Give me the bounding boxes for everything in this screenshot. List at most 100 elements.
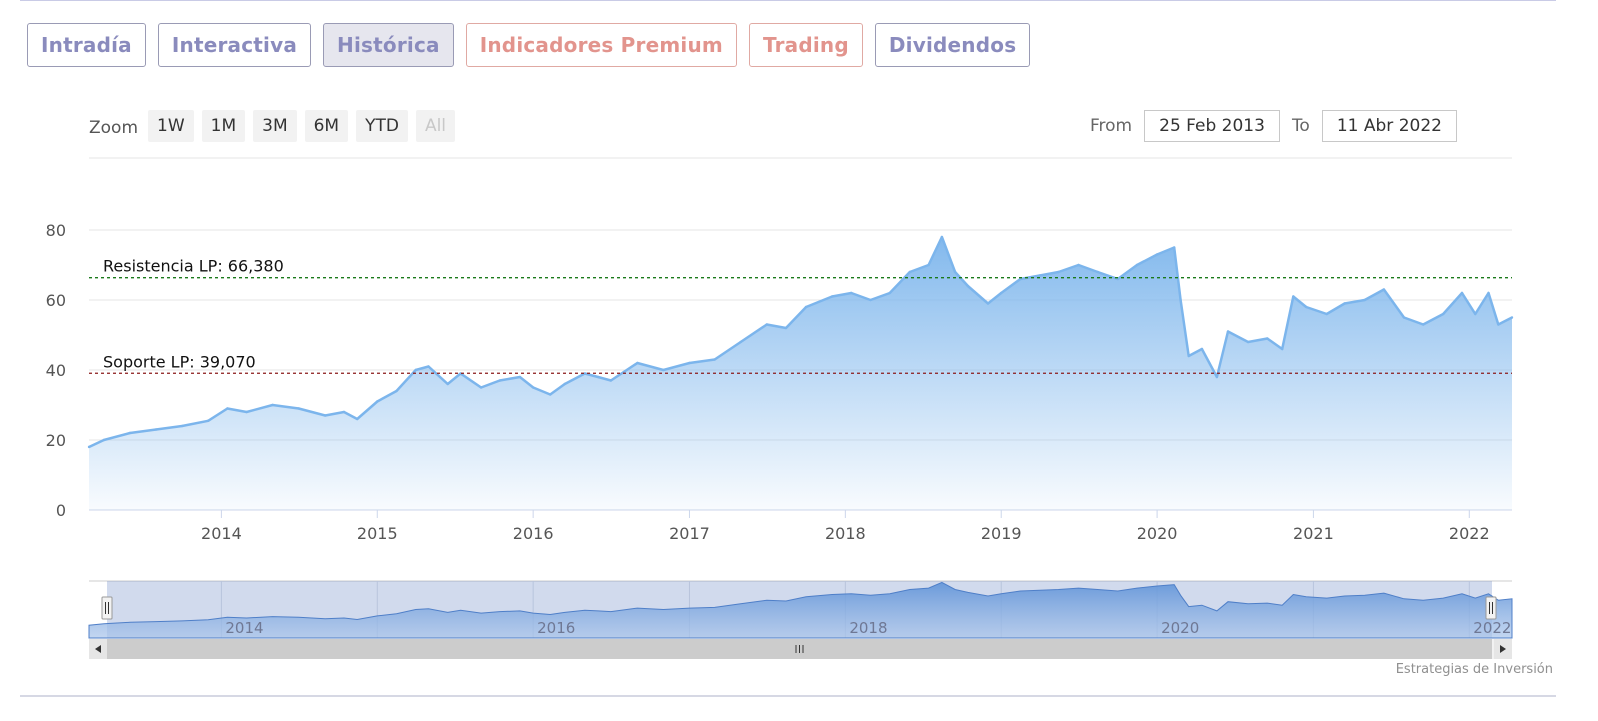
- data-point[interactable]: [1382, 288, 1386, 291]
- data-point[interactable]: [596, 375, 600, 379]
- data-point[interactable]: [940, 235, 944, 239]
- zoom-1m-button[interactable]: 1M: [201, 110, 246, 142]
- data-point[interactable]: [356, 417, 359, 421]
- tab-intrad-a[interactable]: Intradía: [27, 23, 146, 67]
- data-point[interactable]: [87, 445, 91, 449]
- data-point[interactable]: [1187, 354, 1190, 358]
- data-point[interactable]: [1179, 298, 1182, 302]
- data-point[interactable]: [518, 375, 522, 379]
- tab-indicadores-premium[interactable]: Indicadores Premium: [465, 23, 737, 67]
- data-point[interactable]: [245, 410, 248, 414]
- data-point[interactable]: [1510, 316, 1514, 319]
- data-point[interactable]: [1421, 323, 1425, 326]
- navigator-left-handle[interactable]: [101, 596, 113, 620]
- data-point[interactable]: [1077, 263, 1080, 267]
- data-point[interactable]: [1019, 277, 1022, 281]
- data-point[interactable]: [1474, 312, 1477, 316]
- data-point[interactable]: [342, 410, 346, 414]
- data-point[interactable]: [1292, 295, 1295, 298]
- data-point[interactable]: [636, 361, 639, 365]
- navigator-series: [88, 581, 1513, 639]
- range-selector: Zoom 1W 1M 3M 6M YTD All: [89, 110, 456, 142]
- data-point[interactable]: [1057, 270, 1060, 274]
- data-point[interactable]: [1096, 270, 1099, 274]
- series-line[interactable]: [88, 235, 1513, 449]
- data-point[interactable]: [1226, 330, 1230, 333]
- data-point[interactable]: [953, 270, 957, 274]
- data-point[interactable]: [226, 407, 229, 410]
- data-point[interactable]: [1363, 298, 1366, 302]
- tab-interactiva[interactable]: Interactiva: [157, 23, 312, 67]
- data-point[interactable]: [271, 403, 274, 407]
- data-point[interactable]: [869, 298, 872, 302]
- data-point[interactable]: [102, 438, 106, 442]
- zoom-ytd-button[interactable]: YTD: [356, 110, 408, 142]
- y-tick-label: 20: [46, 431, 66, 450]
- data-point[interactable]: [1155, 253, 1159, 256]
- data-point[interactable]: [1000, 291, 1003, 295]
- data-point[interactable]: [1402, 316, 1406, 319]
- data-point[interactable]: [1172, 246, 1176, 249]
- data-point[interactable]: [323, 414, 327, 417]
- data-point[interactable]: [1304, 305, 1308, 309]
- data-point[interactable]: [1497, 323, 1500, 326]
- data-point[interactable]: [498, 379, 502, 382]
- zoom-3m-button[interactable]: 3M: [253, 110, 297, 142]
- data-point[interactable]: [297, 407, 300, 410]
- data-point[interactable]: [986, 302, 990, 305]
- data-point[interactable]: [1038, 274, 1041, 277]
- data-point[interactable]: [1343, 302, 1346, 305]
- data-point[interactable]: [850, 291, 853, 295]
- data-point[interactable]: [765, 323, 768, 326]
- from-date-input[interactable]: 25 Feb 2013: [1144, 110, 1280, 142]
- data-point[interactable]: [1325, 312, 1328, 316]
- data-point[interactable]: [1281, 347, 1284, 351]
- data-point[interactable]: [784, 326, 788, 330]
- data-point[interactable]: [1200, 347, 1204, 351]
- data-point[interactable]: [1246, 340, 1250, 344]
- data-point[interactable]: [739, 340, 742, 344]
- navigator-right-handle[interactable]: [1485, 596, 1497, 620]
- data-point[interactable]: [395, 389, 398, 393]
- data-point[interactable]: [583, 372, 587, 375]
- to-date-input[interactable]: 11 Abr 2022: [1321, 110, 1457, 142]
- data-point[interactable]: [206, 419, 210, 422]
- data-point[interactable]: [1266, 337, 1269, 340]
- data-point[interactable]: [908, 270, 912, 274]
- x-tick-label: 2022: [1449, 524, 1490, 543]
- data-point[interactable]: [927, 263, 930, 267]
- tab-dividendos[interactable]: Dividendos: [874, 23, 1031, 67]
- data-point[interactable]: [414, 368, 417, 372]
- data-point[interactable]: [804, 305, 808, 309]
- data-point[interactable]: [479, 386, 483, 389]
- data-point[interactable]: [966, 284, 970, 288]
- zoom-6m-button[interactable]: 6M: [304, 110, 349, 142]
- data-point[interactable]: [427, 365, 430, 368]
- data-point[interactable]: [1135, 263, 1139, 267]
- data-point[interactable]: [531, 386, 535, 389]
- data-point[interactable]: [1116, 277, 1120, 281]
- data-point[interactable]: [563, 382, 566, 386]
- data-point[interactable]: [1215, 375, 1219, 379]
- zoom-all-button[interactable]: All: [415, 110, 456, 142]
- data-point[interactable]: [609, 379, 613, 382]
- data-point[interactable]: [128, 431, 132, 435]
- data-point[interactable]: [688, 361, 691, 365]
- from-label: From: [1090, 116, 1133, 136]
- data-point[interactable]: [888, 291, 891, 295]
- data-point[interactable]: [1487, 291, 1490, 295]
- data-point[interactable]: [154, 428, 158, 431]
- tab-trading[interactable]: Trading: [748, 23, 863, 67]
- data-point[interactable]: [1460, 291, 1464, 295]
- data-point[interactable]: [376, 400, 379, 403]
- data-point[interactable]: [446, 382, 449, 386]
- data-point[interactable]: [549, 393, 552, 396]
- credit-link[interactable]: Estrategias de Inversión: [1395, 662, 1553, 677]
- data-point[interactable]: [830, 295, 834, 298]
- data-point[interactable]: [713, 358, 716, 361]
- data-point[interactable]: [180, 424, 184, 428]
- data-point[interactable]: [1442, 312, 1445, 316]
- data-point[interactable]: [662, 368, 665, 372]
- tab-hist-rica[interactable]: Histórica: [323, 23, 454, 67]
- zoom-1w-button[interactable]: 1W: [148, 110, 194, 142]
